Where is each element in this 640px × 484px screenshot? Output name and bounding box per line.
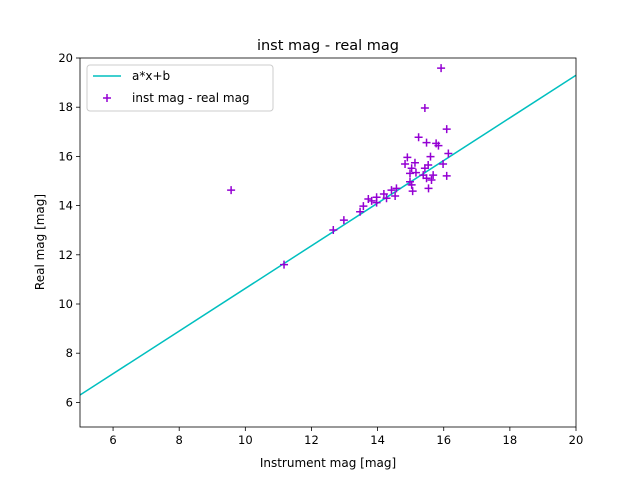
x-tick-label: 14 xyxy=(370,433,385,447)
y-tick-label: 6 xyxy=(66,395,73,409)
y-tick-label: 20 xyxy=(58,51,73,65)
chart-title: inst mag - real mag xyxy=(257,38,399,54)
data-point xyxy=(379,190,388,199)
y-tick-label: 10 xyxy=(58,297,73,311)
data-point xyxy=(410,158,419,167)
legend-plus-marker xyxy=(103,94,111,102)
data-point xyxy=(391,192,400,201)
data-point xyxy=(420,164,429,173)
data-point xyxy=(411,168,420,177)
y-axis-label: Real mag [mag] xyxy=(33,194,47,290)
data-point xyxy=(387,186,396,195)
data-point xyxy=(372,198,381,207)
y-tick-label: 16 xyxy=(58,149,73,163)
data-point xyxy=(392,184,401,193)
x-tick-label: 8 xyxy=(176,433,183,447)
y-tick-label: 18 xyxy=(58,100,73,114)
data-point xyxy=(414,133,423,142)
legend-label-fit: a*x+b xyxy=(132,69,170,83)
data-point xyxy=(427,176,436,185)
data-point xyxy=(434,141,443,150)
data-point xyxy=(429,171,438,180)
data-point xyxy=(444,149,453,158)
x-tick-label: 16 xyxy=(436,433,451,447)
data-point xyxy=(407,180,416,189)
data-point xyxy=(401,160,410,169)
data-point xyxy=(422,138,431,147)
legend-box xyxy=(86,64,274,112)
x-tick-label: 10 xyxy=(238,433,253,447)
data-point xyxy=(356,207,365,216)
data-point xyxy=(439,160,448,169)
y-tick-label: 14 xyxy=(58,199,73,213)
data-point xyxy=(227,186,236,195)
data-point xyxy=(280,260,289,269)
x-axis-label: Instrument mag [mag] xyxy=(260,456,396,470)
legend: a*x+b inst mag - real mag xyxy=(86,64,274,112)
data-point xyxy=(424,184,433,193)
plot-frame xyxy=(79,57,577,428)
data-point xyxy=(367,196,376,205)
data-point xyxy=(329,225,338,234)
data-point xyxy=(422,174,431,183)
data-point xyxy=(442,125,451,134)
x-tick-label: 18 xyxy=(503,433,518,447)
data-point xyxy=(382,194,391,203)
x-tick-label: 12 xyxy=(304,433,319,447)
x-tick-label: 20 xyxy=(569,433,584,447)
data-point xyxy=(426,152,435,161)
y-tick-label: 8 xyxy=(66,346,73,360)
data-point xyxy=(442,171,451,180)
data-point xyxy=(339,216,348,225)
data-point xyxy=(407,164,416,173)
data-point xyxy=(437,64,446,73)
fit-line xyxy=(80,74,576,396)
legend-label-data: inst mag - real mag xyxy=(132,91,250,105)
data-point xyxy=(408,187,417,196)
data-point xyxy=(359,202,368,211)
y-tick-label: 12 xyxy=(58,248,73,262)
data-point xyxy=(420,103,429,112)
data-point xyxy=(403,153,412,162)
x-tick-label: 6 xyxy=(109,433,116,447)
